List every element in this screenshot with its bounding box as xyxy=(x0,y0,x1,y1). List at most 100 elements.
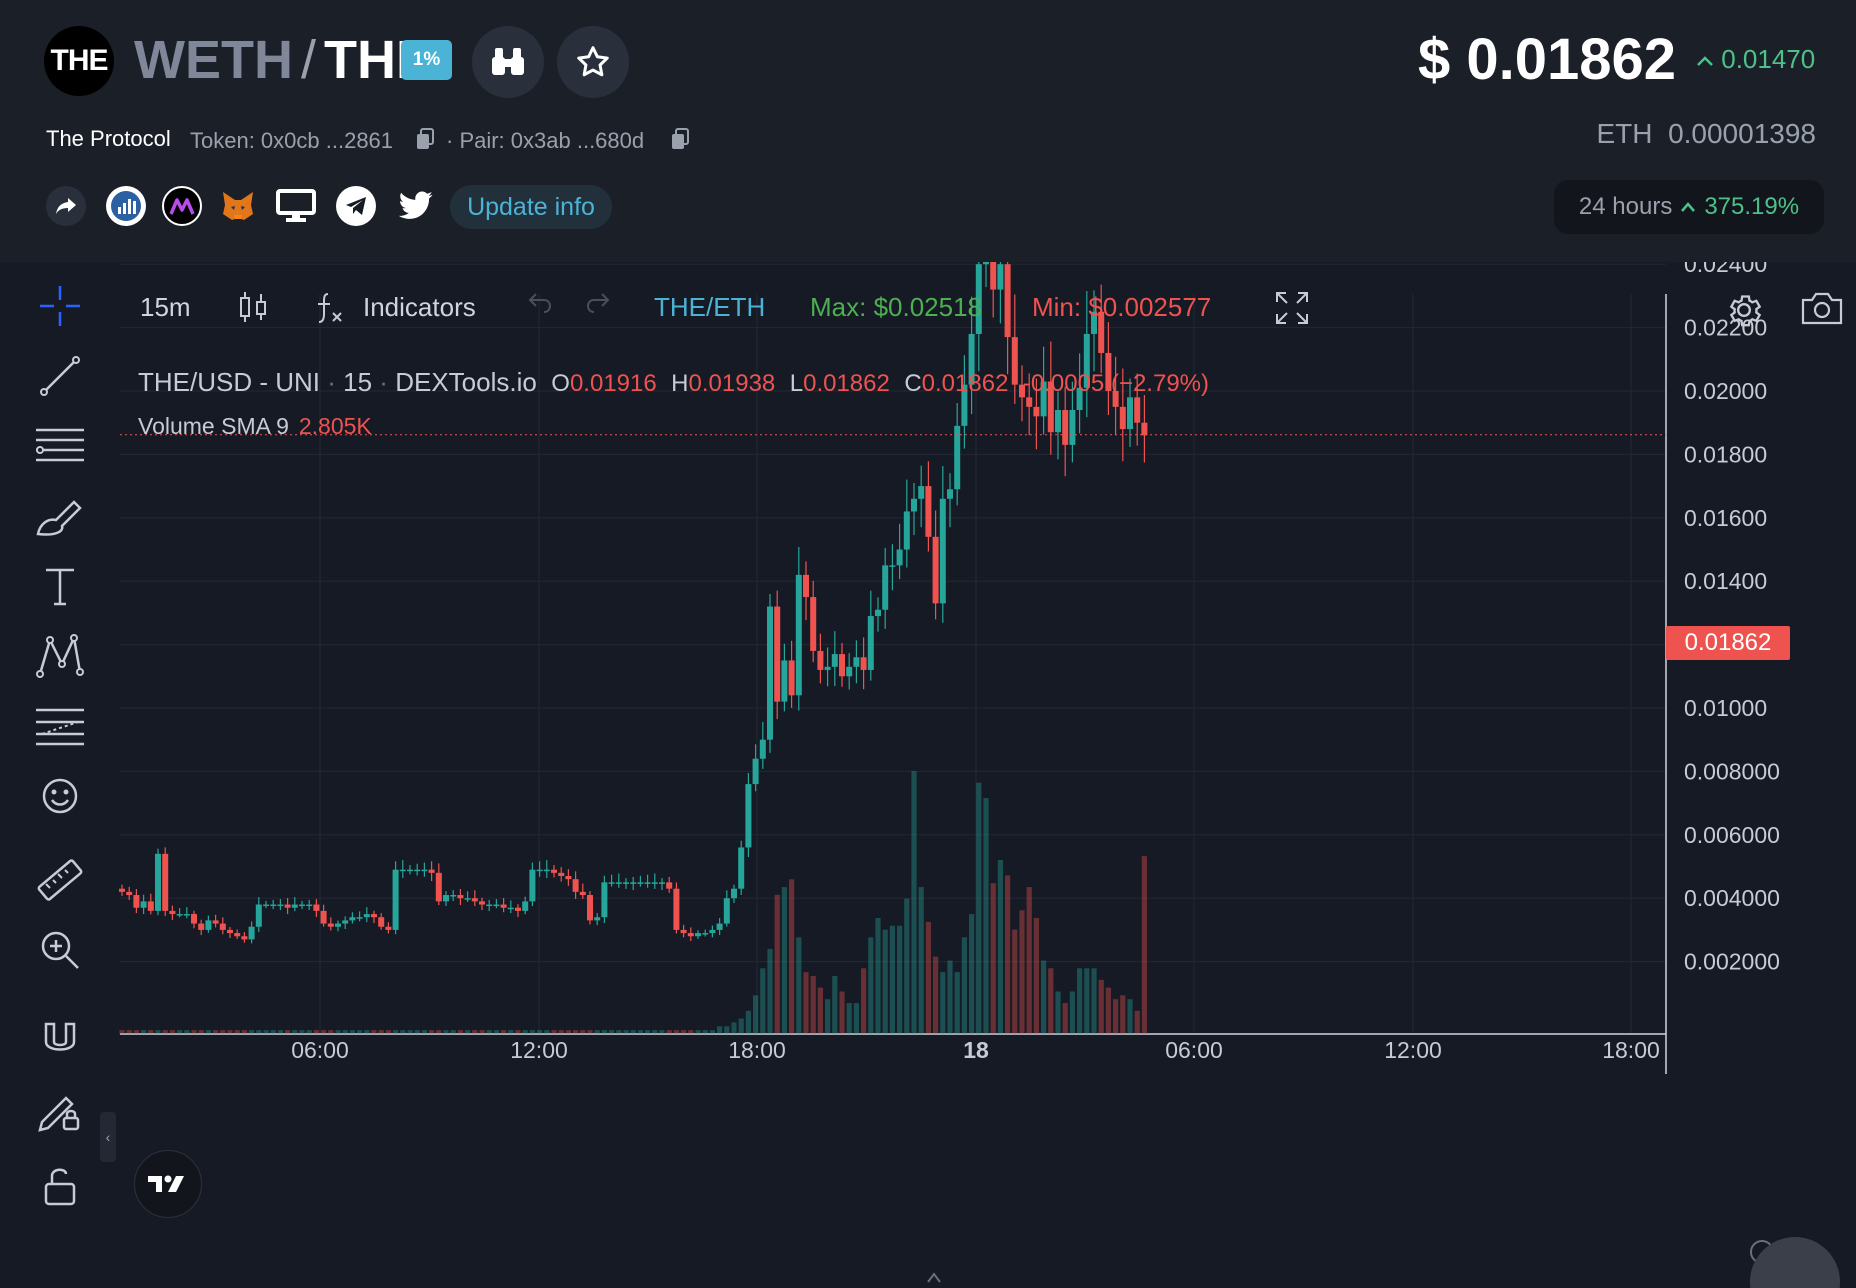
candle-body xyxy=(1011,337,1018,385)
ruler-icon[interactable] xyxy=(32,852,88,908)
chart-toolbar: 15m Indicators THE/ETH Max: $0.02518 Min… xyxy=(110,262,1856,350)
horizontal-lines-icon[interactable] xyxy=(32,418,88,474)
favorite-button[interactable] xyxy=(557,26,629,98)
candle-body xyxy=(817,650,824,670)
y-tick-label: 0.01600 xyxy=(1684,505,1767,531)
close-label: C xyxy=(904,370,922,397)
unlock-icon[interactable] xyxy=(32,1158,88,1214)
candle-body xyxy=(1004,264,1011,338)
volume-bar xyxy=(313,1030,319,1034)
website-icon[interactable] xyxy=(276,186,316,226)
pair-separator: / xyxy=(300,30,316,90)
candle-body xyxy=(594,917,601,921)
aggregator-icon[interactable] xyxy=(162,186,202,226)
telegram-icon[interactable] xyxy=(336,186,376,226)
camera-icon[interactable] xyxy=(1800,290,1844,334)
volume-bar xyxy=(861,968,867,1034)
volume-bar xyxy=(306,1030,312,1034)
undo-icon[interactable] xyxy=(526,290,556,324)
candle-type-icon[interactable] xyxy=(238,290,268,332)
magnet-icon[interactable] xyxy=(32,1012,88,1068)
volume-bar xyxy=(465,1030,471,1034)
candle-body xyxy=(572,879,579,892)
fib-retracement-icon[interactable] xyxy=(32,698,88,754)
candle-body xyxy=(385,926,392,930)
copy-pair-icon[interactable] xyxy=(671,128,689,150)
legend-source: DEXTools.io xyxy=(395,367,537,397)
eth-label: ETH xyxy=(1596,118,1653,149)
emoji-icon[interactable] xyxy=(32,768,88,824)
candle-body xyxy=(1047,381,1054,433)
volume-bar xyxy=(803,972,809,1034)
legend-symbol: THE/USD - UNI xyxy=(138,367,320,397)
volume-bar xyxy=(1041,960,1047,1034)
brush-icon[interactable] xyxy=(32,488,88,544)
candle-body xyxy=(1083,333,1090,388)
candle-body xyxy=(162,853,169,911)
indicators-icon[interactable] xyxy=(314,290,346,332)
copy-token-icon[interactable] xyxy=(416,128,434,150)
volume-bar xyxy=(997,860,1003,1034)
candle-body xyxy=(277,904,284,907)
share-icon[interactable] xyxy=(46,186,86,226)
candle-body xyxy=(363,914,370,918)
interval-button[interactable]: 15m xyxy=(140,292,191,322)
period-selector[interactable]: 24 hours 375.19% xyxy=(1554,180,1824,234)
volume-legend: Volume SMA 9 2.805K xyxy=(138,410,372,442)
update-info-button[interactable]: Update info xyxy=(450,185,612,229)
metamask-icon[interactable] xyxy=(218,186,258,226)
volume-bar xyxy=(155,1030,161,1034)
candle-body xyxy=(428,869,435,873)
collapse-toolbar-button[interactable]: ‹ xyxy=(100,1112,116,1162)
text-tool-icon[interactable] xyxy=(32,558,88,614)
binoculars-button[interactable] xyxy=(472,26,544,98)
volume-bar xyxy=(918,887,924,1034)
candle-body xyxy=(615,882,622,884)
candle-body xyxy=(839,654,845,677)
candle-body xyxy=(824,666,831,670)
high-label: H xyxy=(671,370,689,397)
candle-body xyxy=(939,498,946,604)
volume-bar xyxy=(501,1030,507,1034)
candle-body xyxy=(507,907,514,910)
volume-bar xyxy=(1134,1010,1140,1034)
volume-bar xyxy=(702,1030,708,1034)
twitter-icon[interactable] xyxy=(396,186,436,226)
lock-drawing-icon[interactable] xyxy=(32,1082,88,1138)
volume-bar xyxy=(565,1030,571,1034)
volume-bar xyxy=(357,1030,363,1034)
fullscreen-icon[interactable] xyxy=(1274,290,1310,334)
tradingview-logo[interactable] xyxy=(134,1150,202,1218)
candle-body xyxy=(356,917,363,919)
candle-body xyxy=(493,904,500,907)
candle-body xyxy=(342,920,349,924)
candle-body xyxy=(133,895,140,908)
volume-bar xyxy=(1005,875,1011,1034)
token-address: Token: 0x0cb ...2861 xyxy=(190,128,394,153)
pair-switch-button[interactable]: THE/ETH xyxy=(654,292,766,322)
volume-bar xyxy=(1141,856,1147,1034)
volume-bar xyxy=(954,972,960,1034)
crosshair-icon[interactable] xyxy=(32,278,88,334)
indicators-button[interactable]: Indicators xyxy=(363,292,476,322)
settings-icon[interactable] xyxy=(1724,290,1764,338)
volume-bar xyxy=(825,999,831,1034)
open-label: O xyxy=(551,370,570,397)
trend-line-icon[interactable] xyxy=(32,348,88,404)
volume-bar xyxy=(659,1030,665,1034)
volume-bar xyxy=(760,968,766,1034)
price-chart[interactable]: 0.002000 0.004000 0.006000 0.008000 0.01000 0… xyxy=(0,262,1856,1288)
y-tick-label: 0.01800 xyxy=(1684,441,1767,467)
redo-icon[interactable] xyxy=(582,290,612,324)
candle-body xyxy=(795,574,802,696)
candle-body xyxy=(147,901,154,911)
pattern-icon[interactable] xyxy=(32,628,88,684)
candle-body xyxy=(666,882,673,889)
candle-body xyxy=(299,904,305,907)
volume-bar xyxy=(321,1030,327,1034)
chart-site-icon[interactable] xyxy=(106,186,146,226)
volume-bar xyxy=(688,1030,694,1034)
zoom-in-icon[interactable] xyxy=(32,922,88,978)
max-price: Max: $0.02518 xyxy=(810,292,983,322)
candle-body xyxy=(954,425,961,490)
